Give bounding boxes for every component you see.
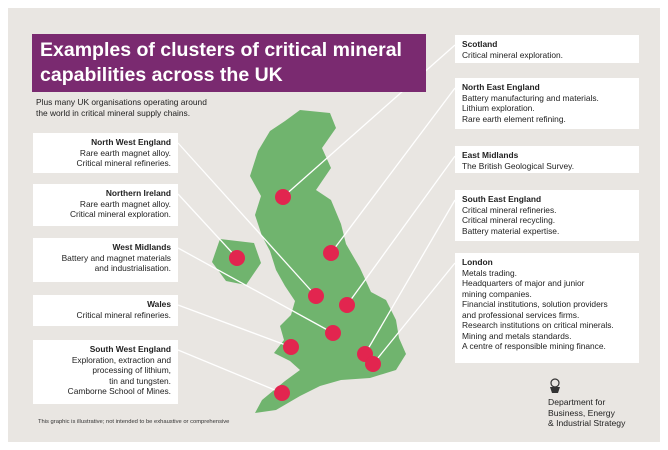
region-box: West Midlands Battery and magnet material…	[33, 238, 178, 282]
region-line: tin and tungsten.	[109, 375, 171, 386]
region-box: London Metals trading. Headquarters of maj…	[455, 253, 639, 363]
region-line: A centre of responsible mining finance.	[462, 341, 606, 351]
cluster-dot	[339, 297, 355, 313]
logo-line: & Industrial Strategy	[548, 418, 626, 428]
connector	[282, 44, 456, 198]
great-britain	[250, 110, 406, 413]
region-line: Critical mineral recycling.	[462, 215, 556, 225]
footnote: This graphic is illustrative; not intend…	[38, 419, 230, 425]
region-line: Headquarters of major and junior	[462, 278, 585, 288]
region-line: Exploration, extraction and	[71, 354, 171, 365]
region-box: Northern Ireland Rare earth magnet alloy.…	[33, 184, 178, 226]
region-box: East Midlands The British Geological Surv…	[455, 146, 639, 173]
region-box: South West England Exploration, extractio…	[33, 340, 178, 404]
crest	[550, 378, 560, 393]
logo-line: Department for	[548, 397, 606, 407]
connector	[177, 304, 292, 348]
region-box: South East England Critical mineral refin…	[455, 190, 639, 241]
region-line: Lithium exploration.	[462, 103, 535, 113]
region-line: Battery and magnet materials	[61, 252, 171, 263]
subtitle-line: the world in critical mineral supply cha…	[36, 108, 191, 118]
region-name: South East England	[462, 194, 542, 204]
region-line: Critical mineral refineries.	[462, 204, 557, 215]
region-name: Wales	[147, 299, 171, 309]
connector	[346, 155, 456, 306]
connector	[330, 87, 456, 254]
region-name: Northern Ireland	[105, 188, 171, 198]
region-line: Critical mineral exploration.	[462, 49, 564, 60]
region-line: and industrialisation.	[94, 263, 171, 273]
region-line: Rare earth element refining.	[462, 113, 566, 124]
region-name: North West England	[91, 137, 171, 147]
region-line: mining companies.	[462, 288, 532, 299]
region-line: Battery manufacturing and materials.	[462, 92, 599, 103]
region-line: Critical mineral exploration.	[69, 209, 171, 219]
region-box: North East England Battery manufacturing …	[455, 78, 639, 129]
connector	[177, 193, 238, 259]
subtitle-line: Plus many UK organisations operating aro…	[36, 97, 207, 107]
region-line: Rare earth magnet alloy.	[79, 147, 171, 158]
region-box: Wales Critical mineral refineries.	[33, 295, 178, 326]
region-box: North West England Rare earth magnet allo…	[33, 133, 178, 173]
connector	[177, 247, 334, 334]
title-line: Examples of clusters of critical mineral	[40, 39, 402, 61]
region-line: Camborne School of Mines.	[67, 386, 171, 396]
subtitle: Plus many UK organisations operating aro…	[36, 97, 286, 119]
cluster-dot	[275, 189, 291, 205]
region-line: Financial institutions, solution provide…	[462, 299, 608, 309]
connector	[364, 199, 456, 355]
region-line: Metals trading.	[462, 267, 517, 278]
logo-line: Business, Energy	[548, 407, 615, 418]
logo: Department for Business, Energy & Indust…	[548, 378, 625, 429]
region-name: West Midlands	[112, 242, 171, 252]
region-line: Rare earth magnet alloy.	[79, 198, 171, 209]
region-line: Mining and metals standards.	[462, 330, 572, 341]
cluster-dot	[323, 245, 339, 261]
region-line: Critical mineral refineries.	[76, 309, 171, 320]
region-name: South West England	[89, 344, 171, 354]
cluster-dot	[365, 356, 381, 372]
region-line: Battery material expertise.	[462, 225, 560, 236]
region-name: London	[462, 257, 493, 267]
region-name: Scotland	[462, 39, 498, 49]
region-line: Research institutions on critical minera…	[462, 320, 614, 330]
cluster-dot	[274, 385, 290, 401]
region-line: and professional services firms.	[462, 309, 580, 320]
connector	[177, 349, 283, 394]
region-line: The British Geological Survey.	[462, 160, 575, 171]
cluster-dot	[308, 288, 324, 304]
region-line: processing of lithium,	[92, 365, 171, 375]
cluster-dot	[283, 339, 299, 355]
region-line: Critical mineral refineries.	[76, 158, 171, 168]
region-box: Scotland Critical mineral exploration.	[455, 35, 639, 63]
connector	[177, 142, 317, 297]
connector	[372, 262, 456, 365]
cluster-dot	[325, 325, 341, 341]
cluster-dot	[229, 250, 245, 266]
title: Examples of clusters of critical mineral…	[32, 34, 426, 92]
title-line: capabilities across the UK	[40, 64, 283, 86]
region-name: East Midlands	[462, 150, 519, 160]
region-name: North East England	[462, 82, 540, 92]
